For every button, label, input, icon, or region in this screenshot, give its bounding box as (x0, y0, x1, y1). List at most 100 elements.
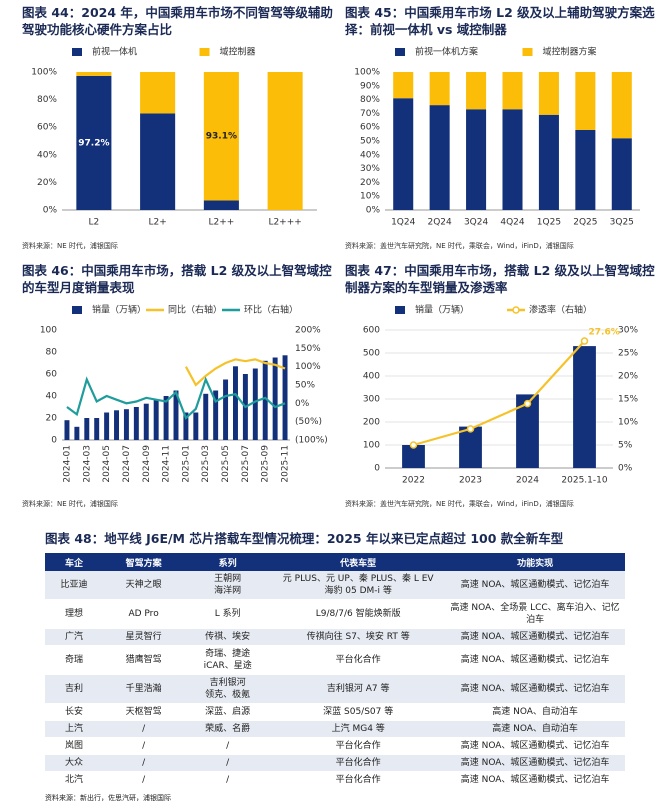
y-tick-label: 400 (363, 372, 380, 382)
bar (516, 394, 539, 468)
bar (223, 379, 229, 440)
y-tick-label: 50% (360, 137, 380, 147)
table-cell: 平台化合作 (271, 645, 446, 675)
table-cell: / (103, 737, 185, 755)
source: 资料来源：盖世汽车研究院，NE 时代，乘联会，Wind，iFinD，浦银国际 (345, 242, 574, 250)
y-tick-label: 20 (46, 414, 58, 424)
y2-tick-label: 15% (618, 395, 638, 405)
chart: 前视一体机 域控制器 0% 20% 40% 60% 80% 100% L2 L2+ L2++ L2++… (31, 46, 317, 228)
table-cell: 高速 NOA、城区通勤模式、记忆泊车 (445, 674, 625, 704)
table-cell: 王朝网 海洋网 (184, 571, 272, 600)
source: 资料来源：新出行，佐思汽研，浦银国际 (45, 794, 171, 802)
line (413, 340, 586, 447)
table-cell: 荣威、名爵 (184, 720, 272, 738)
bar-segment (76, 72, 112, 76)
bar (74, 426, 80, 440)
source: 资料来源：NE 时代，浦银国际 (22, 242, 118, 250)
legend-label: 销量（万辆） (415, 304, 469, 316)
panel: 图表 45：中国乘用车市场 L2 级及以上辅助驾驶方案选择：前视一体机 vs 域… (345, 4, 660, 251)
table-row: 北汽 / / 平台化合作 高速 NOA、城区通勤模式、记忆泊车 (45, 771, 625, 789)
bar (402, 445, 425, 468)
table-cell: 传祺、埃安 (184, 628, 272, 646)
y-tick-label: 300 (363, 395, 380, 405)
table-cell: / (184, 737, 272, 755)
table-cell: 平台化合作 (271, 737, 446, 755)
bar-segment (611, 72, 632, 139)
bar (64, 420, 70, 440)
x-tick-label: 2024-03 (82, 445, 92, 483)
bar (114, 410, 119, 440)
table-cell: 吉利 (45, 674, 103, 704)
y-tick-label: 100 (40, 326, 57, 336)
bar-segment (393, 72, 414, 99)
chart-title: 图表 47：中国乘用车市场，搭载 L2 级及以上智驾域控制器方案的车型销量及渗透… (345, 263, 655, 295)
y-tick-label: 200 (363, 418, 380, 428)
y-tick-label: 0% (43, 206, 58, 216)
header-cell: 功能实现 (445, 553, 625, 571)
point (466, 425, 475, 433)
legend-label: 域控制器方案 (543, 46, 597, 58)
bar (143, 403, 149, 440)
table-cell: 上汽 (45, 720, 103, 738)
point (523, 399, 532, 408)
table-cell: 元 PLUS、元 UP、秦 PLUS、秦 L EV 海豹 05 DM-i 等 (271, 571, 446, 600)
data-label: 93.1% (206, 132, 237, 142)
legend-label: 环比（右轴） (244, 304, 298, 316)
bar-segment (429, 72, 450, 106)
y2-tick-label: 100% (295, 362, 321, 372)
x-tick-label: L2 (89, 218, 100, 228)
point (409, 441, 418, 449)
y2-tick-label: 0% (295, 399, 310, 409)
table-row: 广汽 星灵智行 传祺、埃安 传祺向往 S7、埃安 RT 等高速 NOA、城区通勤模式、… (45, 628, 625, 646)
table-cell: 高速 NOA、城区通勤模式、记忆泊车 (445, 737, 625, 755)
table-cell: 上汽 MG4 等 (271, 720, 446, 738)
bar (193, 412, 199, 440)
legend-swatch (522, 48, 533, 56)
legend-label: 同比（右轴） (168, 304, 222, 316)
bar (183, 412, 189, 440)
y2-tick-label: 10% (618, 418, 638, 428)
bar (163, 396, 169, 440)
table-cell: 猎鹰智驾 (103, 645, 185, 675)
table-cell: 深蓝 S05/S07 等 (271, 703, 446, 721)
bar (262, 360, 268, 440)
y2-tick-label: 0% (618, 464, 633, 474)
table-cell: 平台化合作 (271, 754, 446, 772)
x-tick-label: 2025-07 (241, 445, 251, 483)
legend-label: 前视一体机方案 (415, 46, 478, 58)
header-row: 车企 智驾方案 系列 代表车型 功能实现 (45, 553, 625, 571)
bar-segment (140, 72, 176, 114)
x-tick-label: 2024-05 (102, 445, 112, 483)
y-tick-label: 100% (354, 68, 380, 78)
y-tick-label: 0% (366, 206, 381, 216)
bar-segment (203, 200, 239, 210)
y-tick-label: 20% (360, 178, 380, 188)
y2-tick-label: 25% (618, 349, 638, 359)
table-cell: 高速 NOA、城区通勤模式、记忆泊车 (445, 771, 625, 789)
x-tick-label: 4Q24 (500, 218, 525, 228)
y-tick-label: 60% (37, 123, 57, 133)
x-tick-label: 2Q25 (573, 218, 597, 228)
bar (203, 393, 209, 440)
bar-segment (267, 72, 303, 210)
x-tick-label: 3Q24 (464, 218, 489, 228)
table-cell: / (184, 754, 272, 772)
table-cell: 天神之眼 (103, 571, 185, 600)
y-tick-label: 70% (360, 109, 380, 119)
header-cell: 车企 (45, 553, 103, 571)
y2-tick-label: 50% (295, 381, 315, 391)
bar-segment (538, 114, 559, 210)
x-tick-label: 2022 (402, 476, 425, 486)
table-cell: 深蓝、启源 (184, 703, 272, 721)
bar-segment (575, 72, 596, 130)
bar-segment (575, 129, 596, 210)
y-tick-label: 100 (363, 441, 380, 451)
chart: 前视一体机方案 域控制器方案 0% 10% 20% 30% 40% 50% 60% 70% 80% 9… (354, 46, 640, 228)
point (580, 337, 589, 345)
table-cell: 奇瑞、捷途 iCAR、星途 (184, 645, 272, 675)
table-cell: 高速 NOA、城区通勤模式、记忆泊车 (445, 571, 625, 600)
bar (272, 357, 278, 440)
table-cell: 高速 NOA、自动泊车 (445, 720, 625, 738)
table-cell: 吉利银河 领克、极氪 (184, 674, 272, 704)
table-cell: / (103, 720, 185, 738)
